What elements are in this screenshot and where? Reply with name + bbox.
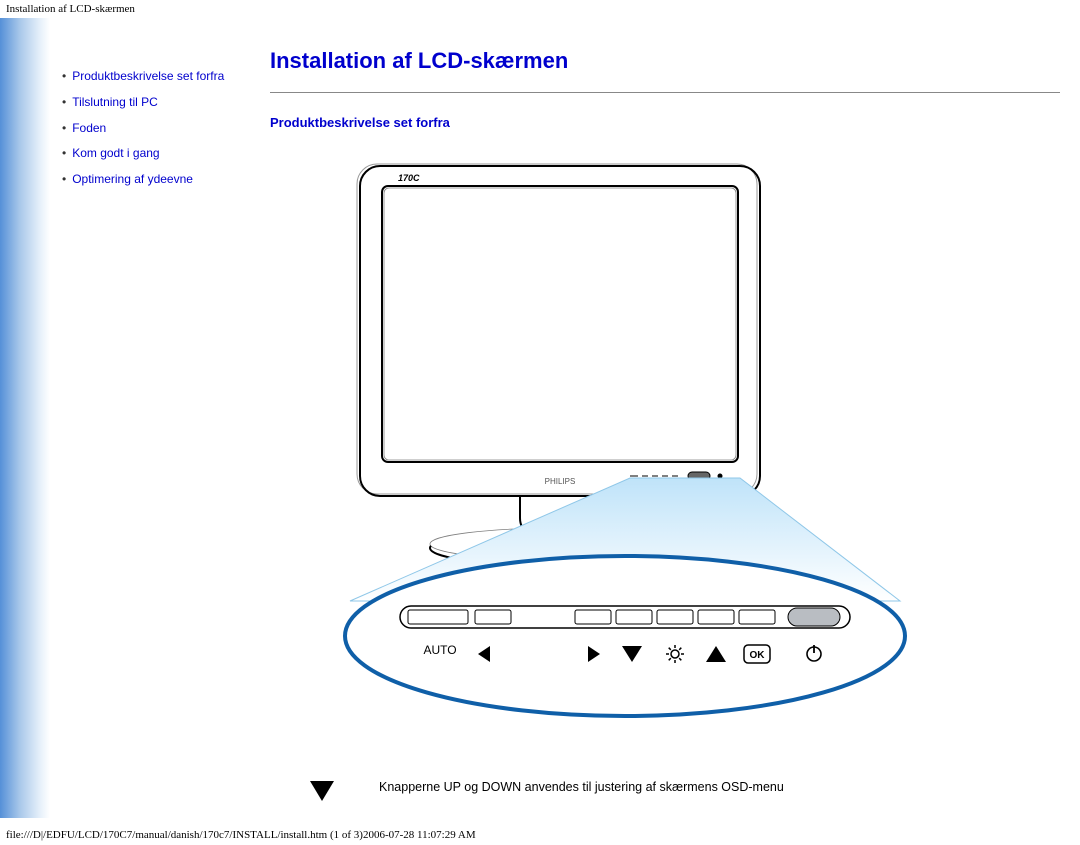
button-up	[698, 610, 734, 624]
page: Installation af LCD-skærmen Produktbeskr…	[0, 0, 1080, 845]
sidebar-link[interactable]: Tilslutning til PC	[72, 95, 158, 109]
sidebar-item-foden[interactable]: Foden	[62, 120, 248, 137]
sidebar-item-connect-pc[interactable]: Tilslutning til PC	[62, 94, 248, 111]
brand-badge: PHILIPS	[545, 477, 576, 486]
page-title: Installation af LCD-skærmen	[270, 48, 1060, 74]
info-row: Knapperne UP og DOWN anvendes til juster…	[310, 779, 950, 801]
sidebar: Produktbeskrivelse set forfra Tilslutnin…	[50, 18, 260, 209]
sidebar-link[interactable]: Kom godt i gang	[72, 146, 159, 160]
sidebar-item-product-desc[interactable]: Produktbeskrivelse set forfra	[62, 68, 248, 85]
button-left	[475, 610, 511, 624]
down-arrow-icon	[310, 781, 334, 801]
button-right	[575, 610, 611, 624]
page-header: Installation af LCD-skærmen	[0, 0, 1080, 18]
main-content: Installation af LCD-skærmen Produktbeskr…	[260, 18, 1080, 825]
svg-text:OK: OK	[750, 650, 766, 661]
button-ok	[739, 610, 775, 624]
section-title: Produktbeskrivelse set forfra	[270, 115, 1060, 130]
info-text: Knapperne UP og DOWN anvendes til juster…	[379, 779, 784, 797]
side-gradient-stripe	[0, 18, 50, 818]
monitor-diagram: 170C PHILIPS	[310, 156, 950, 749]
model-tag-label: 170C	[398, 173, 420, 183]
footer-path: file:///D|/EDFU/LCD/170C7/manual/danish/…	[0, 825, 1080, 845]
sidebar-item-get-started[interactable]: Kom godt i gang	[62, 145, 248, 162]
sidebar-link[interactable]: Optimering af ydeevne	[72, 172, 193, 186]
separator	[270, 92, 1060, 93]
sidebar-item-optimize[interactable]: Optimering af ydeevne	[62, 171, 248, 188]
button-down	[616, 610, 652, 624]
zoom-ellipse: AUTO	[345, 556, 905, 716]
button-brightness	[657, 610, 693, 624]
button-auto	[408, 610, 468, 624]
sidebar-link[interactable]: Produktbeskrivelse set forfra	[72, 69, 224, 83]
sidebar-link[interactable]: Foden	[72, 121, 106, 135]
button-power	[788, 608, 840, 626]
auto-label: AUTO	[423, 643, 456, 657]
